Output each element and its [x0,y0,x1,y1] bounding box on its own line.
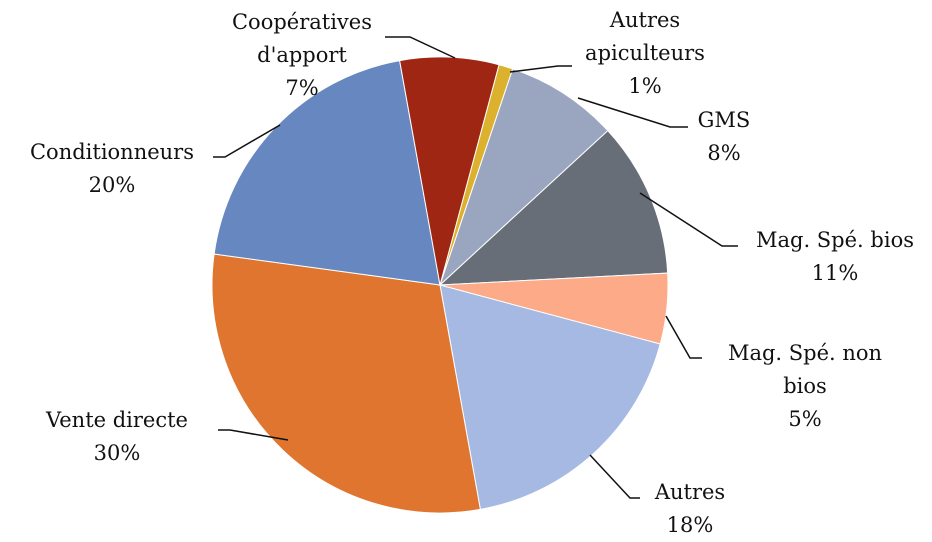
value-label: 1% [628,74,662,98]
pie-slice [439,68,609,286]
leader-lines [213,36,738,499]
slice-label: Autres 18% [630,476,750,542]
slice-label: Mag. Spé. bios 11% [735,224,932,290]
category-label: Mag. Spé. bios [755,228,914,252]
value-label: 8% [707,141,741,165]
slice-label: Mag. Spé. non bios 5% [710,337,900,436]
value-label: 11% [811,261,859,285]
pie-slice [211,253,481,514]
value-label: 7% [285,76,319,100]
category-label: Vente directe [46,408,188,432]
pie-slice [439,284,661,510]
pie-slice [399,56,500,286]
slice-label: GMS 8% [664,104,784,170]
category-label: Coopératives d'apport [231,10,372,67]
category-label: Mag. Spé. non bios [727,341,883,398]
category-label: Conditionneurs [29,140,194,164]
slice-label: Conditionneurs 20% [7,136,217,202]
category-label: GMS [697,108,751,132]
category-label: Autres [654,480,726,504]
value-label: 20% [88,173,136,197]
value-label: 30% [93,441,141,465]
value-label: 5% [788,407,822,431]
slice-label: Coopératives d'apport 7% [227,6,377,105]
slice-label: Vente directe 30% [17,404,217,470]
category-label: Autres apiculteurs [585,8,705,65]
value-label: 18% [666,513,714,537]
slice-label: Autres apiculteurs 1% [570,4,720,103]
pie-slice [438,129,669,286]
